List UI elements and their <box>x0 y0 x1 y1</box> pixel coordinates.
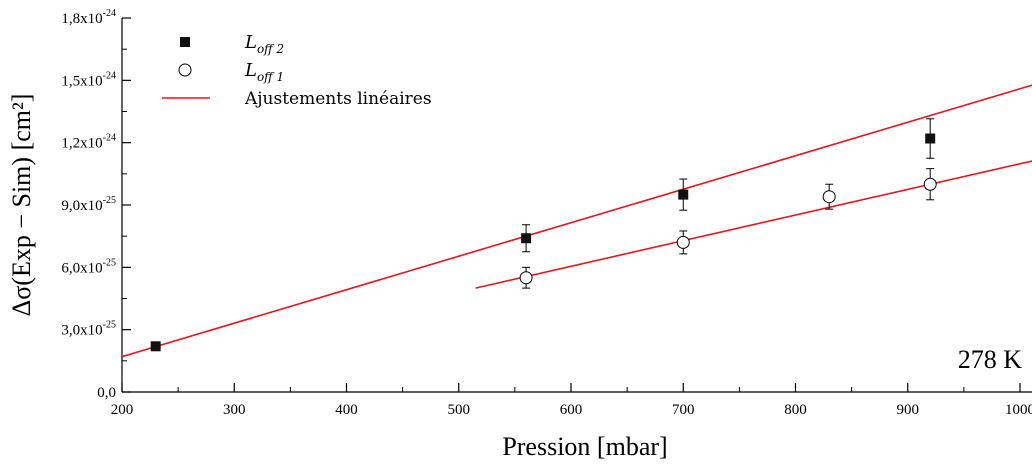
y-tick-label: 6,0x10-25 <box>61 257 116 276</box>
x-tick-label: 400 <box>335 402 358 418</box>
y-tick-label: 1,2x10-24 <box>61 133 116 152</box>
temperature-annotation: 278 K <box>958 345 1023 374</box>
fit-line <box>475 160 1032 289</box>
x-tick-label: 500 <box>448 402 471 418</box>
x-tick-label: 1000 <box>1005 402 1032 418</box>
x-tick-label: 200 <box>111 402 134 418</box>
data-point-square <box>150 341 161 352</box>
x-tick-label: 300 <box>223 402 246 418</box>
legend-square-marker <box>180 37 190 47</box>
legend-label: Loff 2 <box>244 32 284 56</box>
x-axis: 200 300 400 500 600 700 800 900 1000 <box>111 383 1032 418</box>
data-point-circle <box>822 190 836 204</box>
y-tick-label: 1,5x10-24 <box>61 70 116 89</box>
data-point-square <box>925 133 936 144</box>
legend: Loff 2 Loff 1 Ajustements linéaires <box>162 32 432 109</box>
y-tick-label: 1,8x10-24 <box>61 8 116 27</box>
y-axis-title: Δσ(Exp − Sim) [cm²] <box>7 94 36 317</box>
data-point-square <box>678 189 689 200</box>
data-point-circle <box>923 177 937 191</box>
x-axis-title: Pression [mbar] <box>502 432 667 461</box>
x-tick-label: 600 <box>560 402 583 418</box>
fit-lines <box>121 84 1032 358</box>
legend-label: Loff 1 <box>244 60 284 84</box>
data-point-square <box>521 233 532 244</box>
x-tick-label: 900 <box>897 402 920 418</box>
fit-line <box>121 84 1032 358</box>
data-point-circle <box>519 271 533 285</box>
data-point-circle <box>676 235 690 249</box>
y-axis: 0,0 3,0x10-25 6,0x10-25 9,0x10-25 1,2x10-24 1… <box>61 8 131 401</box>
legend-circle-marker <box>178 63 192 77</box>
y-tick-label: 3,0x10-25 <box>61 320 116 339</box>
y-tick-label: 9,0x10-25 <box>61 195 116 214</box>
legend-label: Ajustements linéaires <box>244 89 432 109</box>
x-tick-label: 700 <box>672 402 695 418</box>
x-tick-label: 800 <box>784 402 807 418</box>
data-points <box>150 118 937 352</box>
y-tick-label: 0,0 <box>97 385 116 401</box>
